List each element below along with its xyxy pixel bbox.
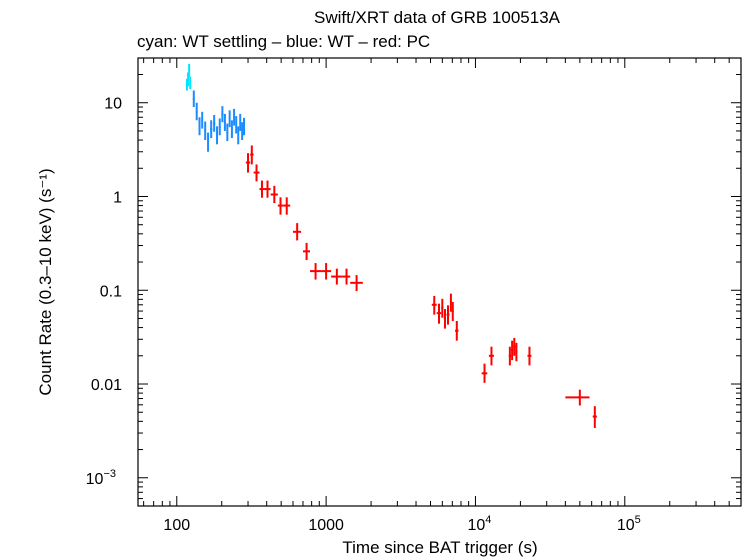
data-point bbox=[455, 320, 459, 341]
x-tick-label: 1000 bbox=[308, 517, 344, 534]
data-point bbox=[233, 108, 236, 126]
data-point bbox=[565, 389, 590, 406]
data-point bbox=[210, 120, 213, 139]
data-point bbox=[277, 197, 284, 215]
data-point bbox=[243, 117, 246, 136]
data-point bbox=[513, 337, 516, 356]
chart-title: Swift/XRT data of GRB 100513A bbox=[314, 8, 561, 27]
data-point bbox=[342, 268, 351, 285]
data-point bbox=[436, 303, 442, 324]
data-points bbox=[185, 63, 597, 428]
data-point bbox=[527, 346, 532, 366]
data-point bbox=[188, 63, 191, 77]
data-point bbox=[592, 406, 597, 428]
x-tick-labels: 100 1000 104 105 bbox=[163, 514, 640, 534]
data-point bbox=[223, 113, 226, 131]
data-point bbox=[237, 126, 240, 145]
data-point bbox=[207, 132, 210, 152]
data-point bbox=[250, 145, 254, 165]
data-point bbox=[302, 242, 310, 261]
data-point bbox=[264, 180, 271, 198]
data-point bbox=[488, 346, 494, 366]
data-point bbox=[192, 90, 195, 108]
data-point bbox=[283, 197, 291, 215]
data-point bbox=[241, 122, 244, 141]
data-point bbox=[189, 76, 192, 90]
x-tick-label: 100 bbox=[163, 517, 190, 534]
data-point bbox=[215, 126, 219, 145]
data-point bbox=[441, 298, 444, 318]
x-tick-label: 104 bbox=[467, 514, 491, 534]
data-point bbox=[443, 309, 446, 329]
data-point bbox=[292, 223, 302, 241]
x-tick-label: 105 bbox=[617, 514, 641, 534]
data-point bbox=[431, 295, 437, 315]
data-point bbox=[270, 185, 278, 204]
data-point bbox=[226, 123, 229, 142]
data-point bbox=[204, 121, 207, 141]
data-point bbox=[331, 268, 343, 285]
data-point bbox=[195, 102, 198, 121]
plot-frame bbox=[137, 57, 742, 507]
data-point bbox=[515, 342, 518, 362]
data-point bbox=[259, 180, 265, 198]
data-point bbox=[309, 263, 322, 280]
data-point bbox=[350, 275, 363, 292]
y-tick-label: 10 bbox=[104, 96, 122, 113]
data-point bbox=[235, 116, 238, 134]
data-point bbox=[451, 301, 454, 321]
data-point bbox=[239, 113, 242, 131]
data-point bbox=[218, 118, 221, 136]
y-tick-labels: 10 1 0.1 0.01 10−3 bbox=[86, 96, 122, 488]
chart-subtitle: cyan: WT settling – blue: WT – red: PC bbox=[137, 32, 430, 51]
data-point bbox=[481, 363, 488, 383]
data-point bbox=[201, 111, 204, 129]
y-tick-label: 1 bbox=[113, 189, 122, 206]
data-point bbox=[321, 263, 332, 280]
data-point bbox=[449, 293, 452, 312]
y-tick-label: 0.1 bbox=[100, 283, 122, 300]
data-point bbox=[187, 72, 190, 87]
data-point bbox=[245, 153, 251, 173]
axis-ticks bbox=[138, 57, 742, 507]
y-tick-label: 0.01 bbox=[91, 377, 122, 394]
data-point bbox=[511, 340, 514, 361]
data-point bbox=[230, 120, 233, 139]
data-point bbox=[213, 114, 216, 132]
data-point bbox=[228, 110, 231, 128]
data-point bbox=[198, 117, 201, 136]
data-point bbox=[446, 305, 450, 325]
x-axis-label: Time since BAT trigger (s) bbox=[342, 538, 537, 557]
data-point bbox=[508, 346, 512, 366]
y-tick-label: 10−3 bbox=[86, 468, 116, 488]
data-point bbox=[221, 106, 224, 123]
data-point bbox=[253, 164, 260, 182]
y-axis-label: Count Rate (0.3–10 keV) (s⁻¹) bbox=[36, 168, 55, 395]
